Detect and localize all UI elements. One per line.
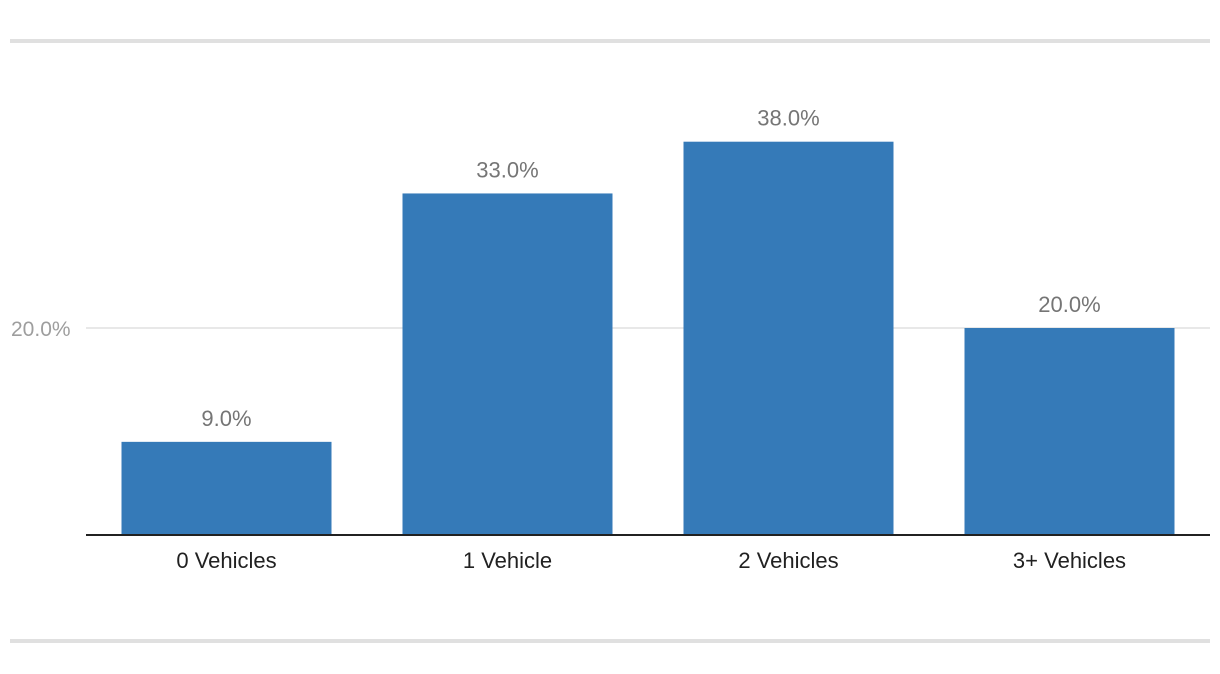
x-tick-label: 3+ Vehicles xyxy=(1013,548,1126,573)
top-divider xyxy=(10,39,1210,43)
bar xyxy=(121,441,332,535)
bar xyxy=(964,328,1175,535)
bar-value-label: 20.0% xyxy=(1038,292,1100,317)
bar xyxy=(683,141,894,535)
y-axis-ticks: 20.0% xyxy=(11,318,71,341)
bar-value-label: 33.0% xyxy=(476,157,538,182)
x-tick-label: 2 Vehicles xyxy=(738,548,838,573)
x-tick-label: 1 Vehicle xyxy=(463,548,552,573)
x-tick-label: 0 Vehicles xyxy=(176,548,276,573)
bottom-divider xyxy=(10,639,1210,643)
bar xyxy=(402,193,613,535)
bar-value-label: 38.0% xyxy=(757,106,819,131)
y-tick-label: 20.0% xyxy=(11,318,71,341)
x-axis-ticks: 0 Vehicles 1 Vehicle 2 Vehicles 3+ Vehicles xyxy=(176,548,1126,573)
bar-value-labels: 9.0% 33.0% 38.0% 20.0% xyxy=(201,106,1100,431)
bar-value-label: 9.0% xyxy=(201,406,251,431)
bars xyxy=(121,141,1175,535)
